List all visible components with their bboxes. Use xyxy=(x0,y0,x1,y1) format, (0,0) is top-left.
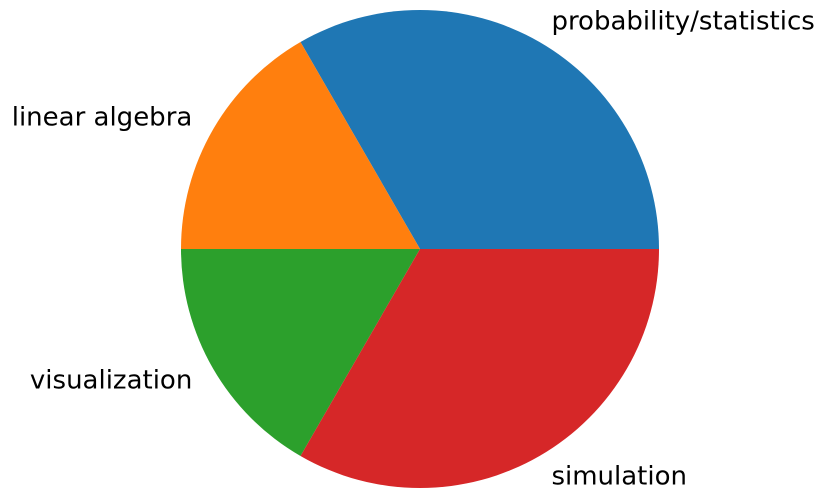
pie-slices xyxy=(181,10,659,488)
pie-slice-linear-algebra xyxy=(181,42,420,249)
pie-slice-simulation xyxy=(300,249,659,488)
pie-label-probability-statistics: probability/statistics xyxy=(551,6,814,36)
pie-slice-probability-statistics xyxy=(300,10,659,250)
pie-slice-visualization xyxy=(181,249,420,456)
pie-label-simulation: simulation xyxy=(551,462,687,492)
pie-label-visualization: visualization xyxy=(30,365,192,395)
pie-label-linear-algebra: linear algebra xyxy=(12,103,193,133)
pie-labels: probability/statistics linear algebra visu… xyxy=(12,6,815,491)
